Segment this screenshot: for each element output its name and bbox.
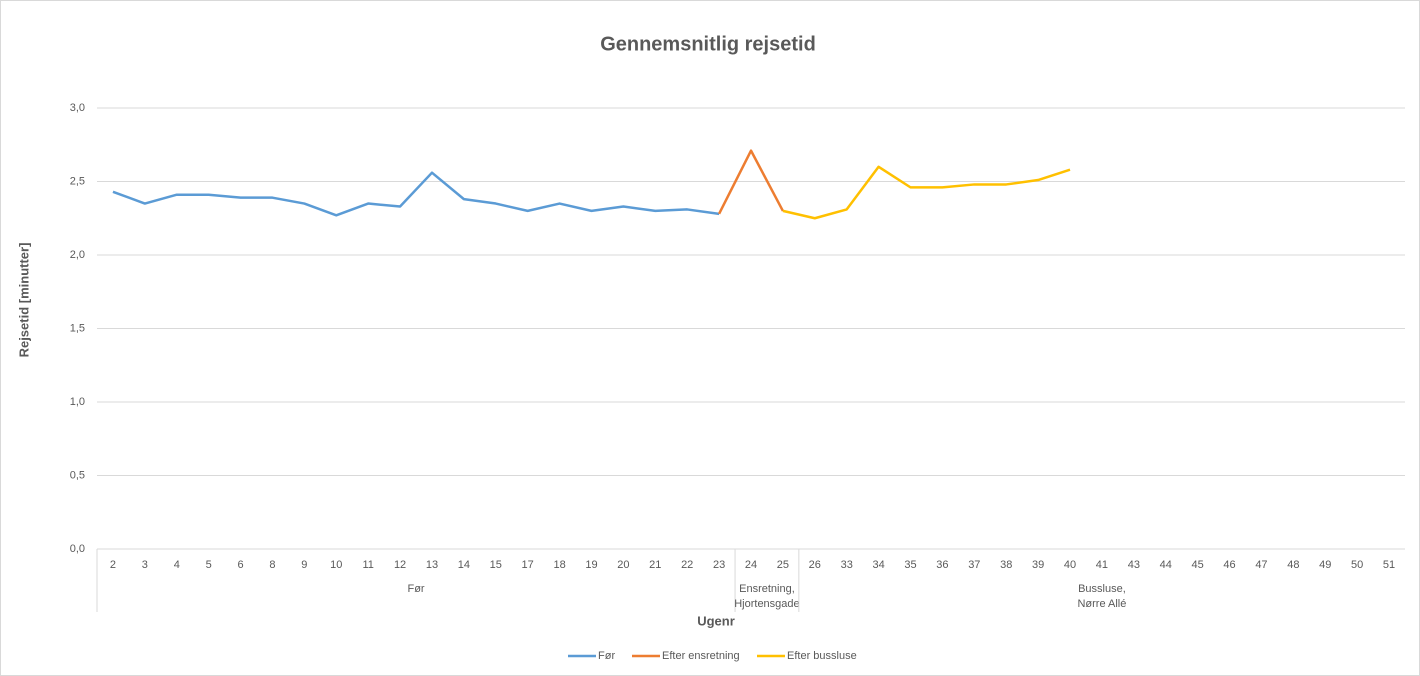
x-tick-label: 6 (237, 559, 243, 571)
x-tick-label: 35 (904, 559, 916, 571)
y-tick-label: 0,0 (70, 543, 85, 555)
y-axis-title: Rejsetid [minutter] (16, 243, 31, 358)
x-tick-label: 38 (1000, 559, 1012, 571)
x-tick-label: 19 (585, 559, 597, 571)
x-tick-label: 50 (1351, 559, 1363, 571)
x-tick-label: 23 (713, 559, 725, 571)
x-tick-label: 37 (968, 559, 980, 571)
group-label: Hjortensgade (734, 598, 799, 610)
x-tick-label: 51 (1383, 559, 1395, 571)
y-tick-label: 1,0 (70, 396, 85, 408)
x-tick-label: 47 (1255, 559, 1267, 571)
y-tick-label: 2,5 (70, 175, 85, 187)
x-tick-label: 40 (1064, 559, 1076, 571)
y-tick-label: 2,0 (70, 249, 85, 261)
x-tick-label: 39 (1032, 559, 1044, 571)
x-tick-label: 43 (1128, 559, 1140, 571)
line-series (782, 165, 1071, 220)
x-tick-label: 18 (553, 559, 565, 571)
x-tick-label: 34 (872, 559, 884, 571)
x-tick-label: 13 (426, 559, 438, 571)
x-tick-label: 8 (269, 559, 275, 571)
x-tick-label: 44 (1160, 559, 1172, 571)
x-tick-label: 9 (301, 559, 307, 571)
x-tick-label: 24 (745, 559, 757, 571)
x-tick-label: 3 (142, 559, 148, 571)
y-tick-label: 1,5 (70, 322, 85, 334)
x-tick-label: 14 (458, 559, 470, 571)
line-series (717, 149, 785, 215)
x-tick-label: 11 (362, 559, 373, 571)
x-tick-label: 22 (681, 559, 693, 571)
legend-label: Før (598, 650, 615, 662)
x-tick-label: 46 (1223, 559, 1235, 571)
x-tick-label: 17 (522, 559, 534, 571)
x-tick-label: 33 (841, 559, 853, 571)
x-tick-label: 49 (1319, 559, 1331, 571)
x-tick-label: 10 (330, 559, 342, 571)
legend-label: Efter bussluse (787, 650, 857, 662)
x-tick-label: 4 (174, 559, 180, 571)
group-label: Nørre Allé (1077, 598, 1126, 610)
x-tick-label: 48 (1287, 559, 1299, 571)
x-tick-label: 25 (777, 559, 789, 571)
x-tick-label: 20 (617, 559, 629, 571)
line-series (112, 171, 720, 217)
group-label: Ensretning, (739, 583, 795, 595)
chart-title: Gennemsnitlig rejsetid (600, 33, 816, 55)
x-tick-label: 2 (110, 559, 116, 571)
x-axis-title: Ugenr (697, 613, 735, 628)
x-tick-label: 41 (1096, 559, 1108, 571)
x-tick-label: 12 (394, 559, 406, 571)
y-tick-label: 0,5 (70, 469, 85, 481)
x-tick-label: 26 (809, 559, 821, 571)
x-tick-label: 45 (1192, 559, 1204, 571)
x-tick-label: 15 (490, 559, 502, 571)
x-tick-label: 36 (936, 559, 948, 571)
group-label: Bussluse, (1078, 583, 1126, 595)
group-label: Før (407, 583, 424, 595)
x-tick-label: 5 (206, 559, 212, 571)
y-tick-label: 3,0 (70, 102, 85, 114)
legend-label: Efter ensretning (662, 650, 740, 662)
x-tick-label: 21 (649, 559, 661, 571)
